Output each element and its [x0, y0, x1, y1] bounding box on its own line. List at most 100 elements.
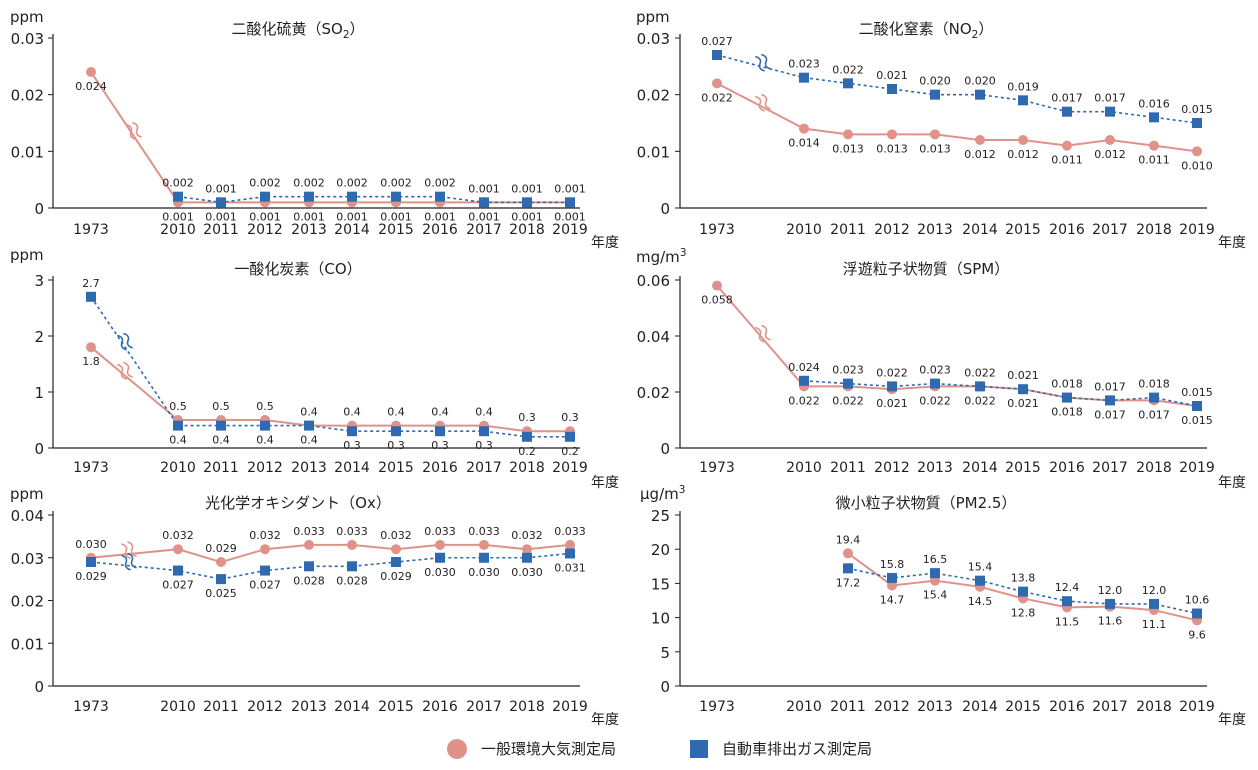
y-axis-unit: mg/m3: [636, 247, 687, 266]
chart-title: 微小粒子状物質（PM2.5）: [836, 494, 1017, 512]
data-label-general: 0.001: [336, 210, 368, 223]
x-axis-label: 年度: [1218, 712, 1246, 728]
data-label-general: 0.022: [701, 91, 733, 104]
y-axis-unit: ppm: [636, 8, 670, 26]
data-label-roadside: 0.027: [701, 35, 733, 48]
x-tick-label: 2018: [1136, 460, 1172, 476]
data-label-general: 0.024: [75, 80, 107, 93]
data-label-general: 0.032: [162, 529, 194, 542]
x-tick-label: 2015: [1005, 222, 1041, 238]
data-point-roadside: [799, 375, 809, 386]
x-tick-label: 1973: [73, 699, 109, 715]
y-tick-label: 0.02: [637, 87, 670, 105]
data-label-roadside: 0.015: [1181, 103, 1213, 116]
data-label-general: 14.5: [968, 595, 993, 608]
data-point-roadside: [260, 420, 270, 431]
x-tick-label: 2011: [830, 222, 866, 238]
x-tick-label: 2014: [962, 222, 998, 238]
data-label-general: 0.4: [343, 406, 361, 419]
data-point-general: [1105, 135, 1115, 145]
y-tick-label: 0.02: [11, 87, 44, 105]
legend-label-roadside: 自動車排出ガス測定局: [722, 740, 873, 758]
data-label-roadside: 0.028: [336, 574, 368, 587]
chart-title: 二酸化硫黄（SO2）: [231, 20, 364, 41]
data-label-general: 0.032: [511, 529, 543, 542]
x-tick-label: 2013: [917, 699, 953, 715]
data-point-roadside: [216, 197, 226, 208]
x-axis-label: 年度: [591, 235, 619, 251]
x-tick-label: 2013: [917, 460, 953, 476]
x-tick-label: 2017: [1092, 460, 1128, 476]
data-label-general: 0.022: [788, 394, 820, 407]
data-label-roadside: 0.002: [380, 177, 412, 190]
y-tick-label: 10: [651, 610, 670, 628]
x-tick-label: 2010: [160, 699, 196, 715]
data-point-roadside: [1018, 95, 1028, 106]
data-point-roadside: [887, 572, 897, 583]
x-tick-label: 2015: [1005, 699, 1041, 715]
x-axis-label: 年度: [591, 712, 619, 728]
x-tick-label: 2015: [378, 460, 414, 476]
x-tick-label: 2014: [334, 699, 370, 715]
y-tick-label: 0: [34, 678, 44, 696]
y-tick-label: 0.04: [11, 507, 44, 525]
data-label-general: 0.3: [518, 411, 536, 424]
y-tick-label: 0.01: [637, 143, 670, 161]
data-label-general: 0.4: [431, 406, 449, 419]
data-label-roadside: 0.020: [919, 75, 951, 88]
data-label-roadside: 0.3: [387, 439, 405, 452]
y-tick-label: 0.03: [637, 30, 670, 48]
data-label-general: 0.033: [336, 525, 368, 538]
x-tick-label: 2011: [830, 460, 866, 476]
data-point-roadside: [216, 420, 226, 431]
data-label-roadside: 10.6: [1185, 593, 1210, 606]
y-tick-label: 0.02: [11, 593, 44, 611]
data-label-general: 0.001: [293, 210, 325, 223]
data-point-roadside: [391, 557, 401, 568]
y-axis-unit: ppm: [10, 8, 44, 26]
data-point-roadside: [1192, 608, 1202, 619]
data-point-roadside: [173, 191, 183, 202]
data-label-general: 0.029: [205, 542, 237, 555]
data-point-roadside: [712, 50, 722, 60]
data-label-roadside: 0.001: [205, 182, 237, 195]
series-line-roadside: [90, 552, 571, 580]
data-point-roadside: [975, 381, 985, 392]
data-label-general: 11.1: [1142, 618, 1167, 631]
x-tick-label: 2019: [552, 460, 588, 476]
data-label-general: 0.5: [256, 400, 274, 413]
data-point-roadside: [522, 552, 532, 563]
data-label-roadside: 0.023: [919, 364, 951, 377]
data-label-roadside: 12.0: [1098, 584, 1123, 597]
x-tick-label: 2017: [1092, 222, 1128, 238]
data-label-roadside: 0.2: [518, 445, 536, 458]
data-point-roadside: [435, 191, 445, 202]
x-tick-label: 2019: [1179, 222, 1215, 238]
x-tick-label: 2017: [466, 699, 502, 715]
data-label-roadside: 0.024: [788, 361, 820, 374]
data-label-roadside: 0.4: [300, 406, 318, 419]
data-point-general: [930, 575, 940, 586]
x-tick-label: 2011: [203, 222, 239, 238]
data-point-general: [1149, 140, 1159, 151]
y-tick-label: 20: [651, 541, 670, 559]
data-label-roadside: 0.002: [336, 177, 368, 190]
data-label-roadside: 0.4: [169, 434, 187, 447]
data-point-roadside: [1149, 598, 1159, 609]
data-label-general: 0.022: [832, 394, 864, 407]
data-point-roadside: [216, 574, 226, 585]
data-point-roadside: [565, 548, 575, 559]
data-point-roadside: [1149, 392, 1159, 403]
data-point-general: [887, 580, 897, 591]
data-label-roadside: 0.022: [832, 63, 864, 76]
axis-break-icon: [755, 324, 771, 343]
data-label-roadside: 0.001: [511, 182, 543, 195]
data-label-roadside: 0.3: [343, 439, 361, 452]
x-tick-label: 2017: [466, 222, 502, 238]
data-point-roadside: [304, 191, 314, 202]
data-label-roadside: 0.023: [788, 58, 820, 71]
x-tick-label: 2019: [552, 222, 588, 238]
data-point-roadside: [304, 420, 314, 431]
data-point-general: [260, 544, 270, 555]
data-label-general: 0.001: [511, 210, 543, 223]
